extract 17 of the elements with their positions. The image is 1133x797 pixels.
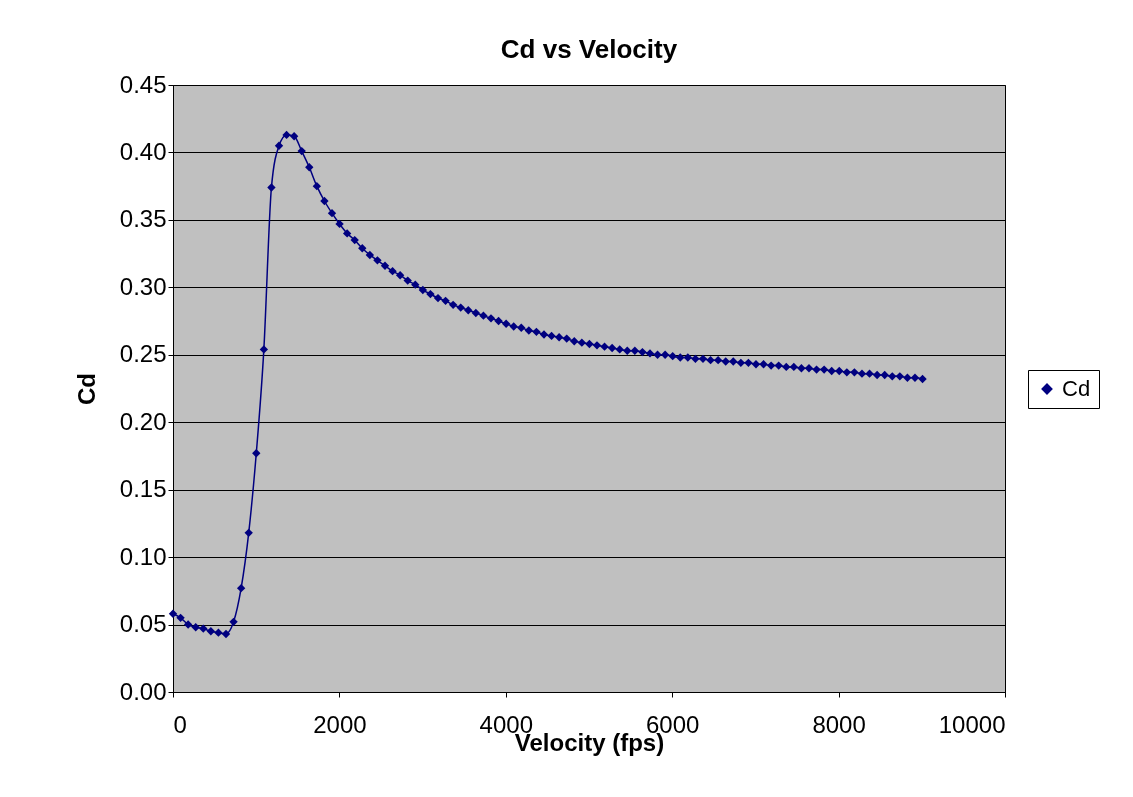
y-tick-label: 0.10 bbox=[119, 542, 167, 570]
y-tick-label: 0.25 bbox=[119, 340, 167, 368]
y-axis-title: Cd bbox=[72, 373, 100, 405]
y-tick-label: 0.15 bbox=[119, 475, 167, 503]
x-tick-label: 10000 bbox=[938, 710, 1006, 738]
x-tick-label: 8000 bbox=[812, 710, 866, 738]
y-tick-label: 0.35 bbox=[119, 205, 167, 233]
y-tick-label: 0.45 bbox=[119, 70, 167, 98]
x-tick-label: 0 bbox=[173, 710, 187, 738]
y-tick-label: 0.00 bbox=[119, 677, 167, 705]
x-tick-label: 2000 bbox=[313, 710, 367, 738]
y-tick-label: 0.05 bbox=[119, 610, 167, 638]
chart-title: Cd vs Velocity bbox=[500, 34, 678, 64]
y-tick-label: 0.20 bbox=[119, 407, 167, 435]
legend-label: Cd bbox=[1062, 376, 1091, 401]
y-tick-label: 0.40 bbox=[119, 137, 167, 165]
y-tick-label: 0.30 bbox=[119, 272, 167, 300]
